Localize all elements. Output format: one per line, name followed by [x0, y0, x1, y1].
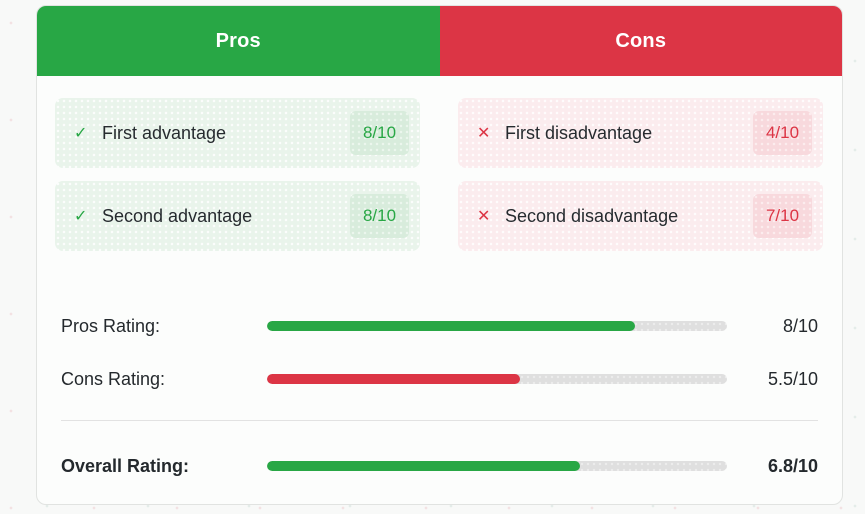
overall-rating-value: 6.8/10	[767, 455, 818, 476]
overall-rating-bar	[267, 461, 727, 471]
check-icon: ✓	[74, 125, 88, 142]
cons-rating-value: 5.5/10	[767, 368, 818, 389]
divider	[61, 420, 818, 421]
score-badge: 8/10	[350, 111, 409, 155]
overall-rating-row: Overall Rating: 6.8/10	[61, 454, 818, 478]
pros-header: Pros	[37, 6, 440, 76]
score-badge: 4/10	[753, 111, 812, 155]
cons-title: Cons	[615, 29, 667, 52]
pros-rating-row: Pros Rating: 8/10	[61, 314, 818, 338]
cons-rating-row: Cons Rating: 5.5/10	[61, 367, 818, 391]
pros-rating-value: 8/10	[782, 315, 818, 336]
cons-item-label: First disadvantage	[505, 122, 653, 143]
pros-item-label: First advantage	[102, 122, 227, 143]
ratings-section: Pros Rating: 8/10 Cons Rating: 5.5/10 Ov…	[37, 314, 842, 478]
card-header: Pros Cons	[37, 6, 842, 76]
score-badge: 8/10	[350, 194, 409, 238]
pros-title: Pros	[215, 29, 261, 52]
pros-rating-bar	[267, 321, 727, 331]
overall-rating-bar-fill	[267, 461, 580, 471]
pros-item-2: ✓ Second advantage 8/10	[55, 181, 420, 251]
cons-rating-bar-fill	[267, 374, 520, 384]
items-grid: ✓ First advantage 8/10 ✕ First disadvant…	[37, 76, 842, 273]
overall-rating-label: Overall Rating:	[61, 455, 190, 476]
cons-header: Cons	[439, 6, 842, 76]
cons-item-label: Second disadvantage	[505, 205, 679, 226]
check-icon: ✓	[74, 208, 88, 225]
score-badge: 7/10	[753, 194, 812, 238]
cons-item-1: ✕ First disadvantage 4/10	[458, 98, 823, 168]
cons-item-2: ✕ Second disadvantage 7/10	[458, 181, 823, 251]
pros-rating-label: Pros Rating:	[61, 315, 161, 336]
pros-item-1: ✓ First advantage 8/10	[55, 98, 420, 168]
pros-rating-bar-fill	[267, 321, 635, 331]
cons-rating-label: Cons Rating:	[61, 368, 166, 389]
pros-item-label: Second advantage	[102, 205, 253, 226]
pros-cons-card: Pros Cons ✓ First advantage 8/10 ✕ First…	[36, 5, 843, 505]
cons-rating-bar	[267, 374, 727, 384]
cross-icon: ✕	[477, 208, 491, 225]
cross-icon: ✕	[477, 125, 491, 142]
